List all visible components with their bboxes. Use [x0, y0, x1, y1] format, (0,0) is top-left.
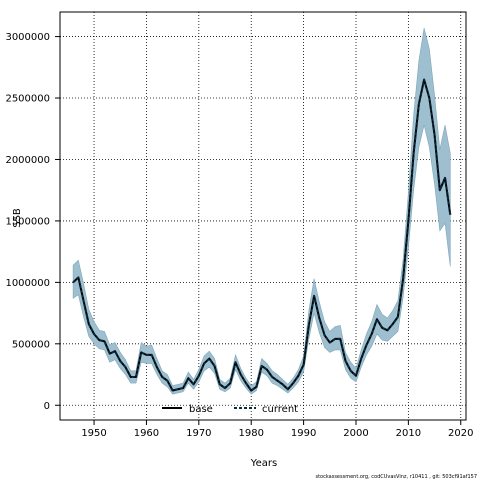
y-tick-label: 2500000	[5, 94, 50, 105]
legend-base-label: base	[189, 404, 213, 415]
y-axis: 0 500000 1000000 1500000 2000000 2500000 30000…	[5, 32, 60, 412]
y-tick-label: 2000000	[5, 155, 50, 166]
x-axis: 1950 1960 1970 1980 1990 2000 2010 2020	[81, 420, 473, 439]
y-tick-label: 1500000	[5, 216, 50, 227]
x-axis-title: Years	[250, 458, 277, 469]
x-tick-label: 1960	[134, 428, 159, 439]
x-tick-label: 1950	[81, 428, 106, 439]
legend-current-label: current	[262, 404, 298, 415]
confidence-band	[72, 27, 451, 395]
y-tick-label: 1000000	[5, 278, 50, 289]
x-tick-label: 2010	[396, 428, 421, 439]
x-tick-label: 1980	[238, 428, 263, 439]
plot-area-frame	[59, 11, 467, 421]
series-line-current	[72, 78, 452, 392]
x-tick-label: 1970	[186, 428, 211, 439]
y-tick-label: 500000	[12, 339, 50, 350]
x-tick-label: 2000	[343, 428, 368, 439]
series-line-layer	[72, 78, 452, 392]
x-tick-label: 1990	[291, 428, 316, 439]
y-tick-label: 3000000	[5, 32, 50, 43]
y-tick-label: 0	[44, 401, 50, 412]
y-axis-title: SSB	[12, 208, 23, 228]
footer-text: stockassessment.org, codCUvasVinz, r1041…	[315, 474, 477, 480]
confidence-band-layer	[72, 27, 451, 395]
x-tick-label: 2020	[448, 428, 473, 439]
legend: base current	[162, 404, 298, 415]
